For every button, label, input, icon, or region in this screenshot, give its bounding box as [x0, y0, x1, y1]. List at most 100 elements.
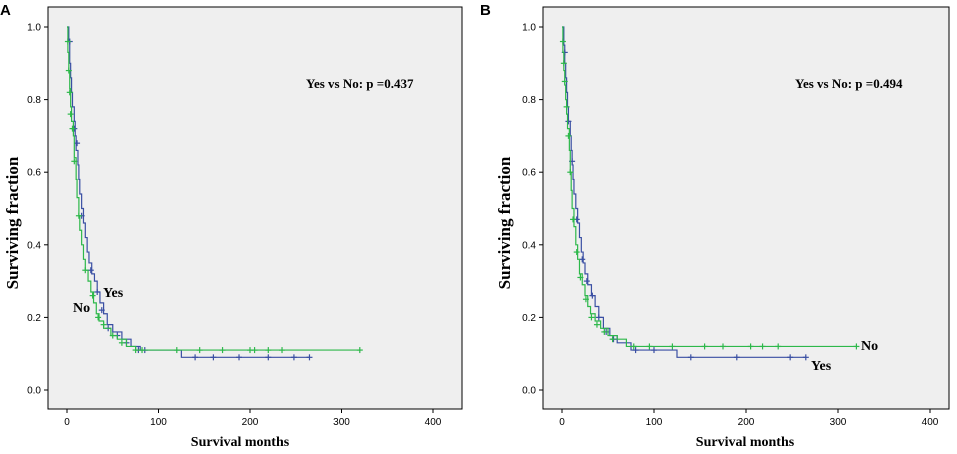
panel-a-x-tick-label: 0 [64, 417, 70, 428]
panel-a-censor-mark-no [132, 347, 139, 354]
panel-b-censor-mark-no [609, 336, 616, 343]
panel-b-annotation: Yes vs No: p =0.494 [795, 76, 903, 91]
panel-a-x-tick-label: 300 [333, 417, 350, 428]
panel-b-censor-mark-no [747, 343, 754, 350]
panel-a-curves [64, 26, 363, 361]
panel-a-censor-mark-yes [87, 267, 94, 274]
panel-b-x-axis-title: Survival months [696, 435, 795, 450]
panel-b-plot-area [542, 6, 950, 410]
panel-b-censor-mark-yes [651, 347, 657, 354]
panel-b-censor-mark-no [560, 60, 567, 67]
panel-a-x-tick-label: 200 [242, 417, 259, 428]
panel-a-label-no: No [73, 301, 90, 316]
panel-a-censor-mark-yes [192, 354, 199, 361]
panel-b-label-no: No [861, 339, 878, 354]
panel-a-censor-mark-yes [98, 307, 105, 314]
panel-a-series-no [67, 26, 360, 351]
panel-a-y-tick-label: 0.0 [27, 386, 41, 397]
panel-a-censor-mark-no [89, 292, 96, 299]
panel-b-censor-mark-no [588, 314, 595, 321]
panel-a-y-tick-label: 0.4 [27, 240, 41, 251]
panel-a-letter: A [0, 2, 11, 19]
panel-a-x-tick-label: 100 [150, 417, 167, 428]
panel-b-y-tick-label: 0.0 [522, 386, 536, 397]
panel-a: A 0.0 0.2 0.4 0.6 0.8 1.0 0 100 200 300 400 Yes vs… [0, 2, 463, 450]
panel-b-y-tick-label: 0.6 [522, 168, 536, 179]
panel-a-censor-mark-yes [290, 354, 297, 361]
panel-a-censor-mark-no [139, 347, 146, 354]
panel-a-y-tick-label: 0.8 [27, 95, 41, 106]
panel-b-censor-mark-yes [589, 292, 596, 299]
panel-b: B 0.0 0.2 0.4 0.6 0.8 1.0 0 100 200 300 400 Yes vs… [480, 2, 950, 450]
panel-a-censor-mark-no [279, 347, 286, 354]
panel-b-censor-mark-yes [802, 354, 809, 361]
panel-b-censor-mark-yes [687, 354, 694, 361]
panel-a-censor-mark-yes [74, 140, 81, 147]
panel-a-censor-mark-yes [210, 354, 217, 361]
panel-b-censor-mark-no [759, 343, 766, 350]
panel-b-censor-mark-no [570, 216, 577, 223]
panel-b-censor-mark-no [853, 343, 860, 350]
panel-a-censor-mark-no [251, 347, 258, 354]
panel-a-censor-mark-no [265, 347, 272, 354]
panel-a-censor-mark-no [109, 332, 116, 339]
panel-a-censor-mark-no [118, 339, 125, 346]
panel-b-censor-mark-yes [565, 118, 572, 125]
panel-b-series-no [562, 26, 857, 348]
panel-b-censor-mark-yes [733, 354, 740, 361]
panel-a-x-tick-label: 400 [425, 417, 442, 428]
panel-a-censor-mark-no [67, 111, 74, 118]
panel-b-y-tick-label: 0.2 [522, 313, 536, 324]
panel-a-censor-mark-no [173, 347, 180, 354]
panel-b-curves [559, 26, 860, 361]
panel-a-censor-mark-no [356, 347, 363, 354]
panel-b-censor-mark-yes [595, 314, 602, 321]
panel-b-censor-mark-no [701, 343, 708, 350]
panel-b-y-tick-label: 1.0 [522, 23, 536, 34]
panel-b-y-tick-label: 0.8 [522, 95, 536, 106]
panel-a-censor-mark-no [100, 321, 107, 328]
panel-a-censor-mark-no [219, 347, 226, 354]
panel-b-censor-mark-no [561, 78, 568, 85]
panel-a-censor-mark-yes [306, 354, 313, 361]
panel-a-x-axis-title: Survival months [191, 435, 290, 450]
panel-a-censor-mark-no [75, 212, 82, 219]
panel-b-x-tick-label: 200 [738, 417, 755, 428]
panel-b-y-axis-title: Surviving fraction [495, 156, 514, 289]
panel-a-censor-mark-no [64, 38, 71, 45]
panel-b-ticks: 0.0 0.2 0.4 0.6 0.8 1.0 0 100 200 300 400 [522, 23, 939, 429]
panel-a-censor-mark-yes [236, 354, 243, 361]
panel-a-censor-mark-no [66, 89, 73, 96]
panel-b-censor-mark-no [630, 343, 637, 350]
panel-b-censor-mark-no [601, 328, 608, 335]
panel-a-y-axis-title: Surviving fraction [3, 156, 22, 289]
panel-a-censor-mark-no [65, 67, 72, 74]
panel-a-ticks: 0.0 0.2 0.4 0.6 0.8 1.0 0 100 200 300 400 [27, 23, 442, 429]
panel-b-x-tick-label: 0 [559, 417, 565, 428]
panel-b-censor-mark-no [775, 343, 782, 350]
panel-a-censor-mark-yes [265, 354, 272, 361]
panel-b-censor-mark-no [559, 38, 566, 45]
panel-b-censor-mark-yes [787, 354, 794, 361]
panel-b-label-yes: Yes [811, 359, 832, 374]
panel-a-y-tick-label: 0.6 [27, 168, 41, 179]
panel-b-censor-mark-yes [583, 278, 590, 285]
panel-b-letter: B [480, 2, 491, 19]
panel-a-plot-area [47, 6, 463, 410]
panel-a-y-tick-label: 1.0 [27, 23, 41, 34]
panel-a-censor-mark-no [71, 158, 78, 165]
panel-b-censor-mark-no [593, 321, 600, 328]
panel-a-series-yes [67, 26, 310, 358]
panel-a-censor-mark-no [196, 347, 203, 354]
panel-b-censor-mark-yes [632, 347, 639, 354]
panel-b-censor-mark-no [720, 343, 726, 350]
panel-a-y-tick-label: 0.2 [27, 313, 41, 324]
panel-b-y-tick-label: 0.4 [522, 240, 536, 251]
panel-a-censor-mark-no [69, 125, 76, 132]
panel-b-censor-mark-no [582, 296, 589, 303]
panel-b-censor-mark-no [577, 274, 584, 281]
panel-b-censor-mark-yes [579, 256, 586, 263]
panel-b-censor-mark-no [573, 249, 580, 256]
panel-a-annotation: Yes vs No: p =0.437 [306, 76, 414, 91]
